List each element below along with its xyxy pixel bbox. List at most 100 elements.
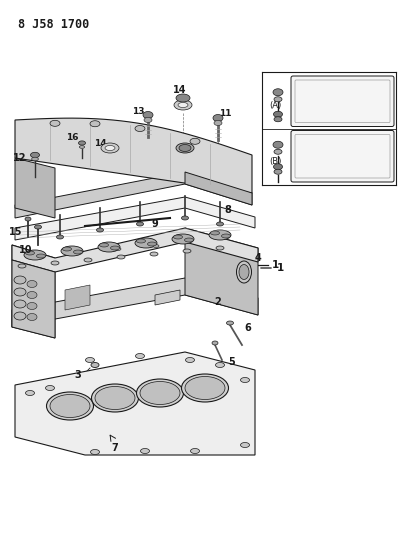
Ellipse shape [174,235,182,239]
Ellipse shape [135,125,145,132]
Ellipse shape [79,146,85,148]
Ellipse shape [184,238,194,242]
Text: 14: 14 [94,139,106,148]
Ellipse shape [174,100,192,110]
Ellipse shape [140,382,180,405]
Ellipse shape [190,138,200,144]
Ellipse shape [50,394,90,417]
Ellipse shape [221,234,231,238]
Ellipse shape [117,255,125,259]
Ellipse shape [176,143,194,153]
Ellipse shape [90,121,100,127]
Text: 1: 1 [277,263,284,273]
Ellipse shape [211,231,219,235]
Ellipse shape [273,111,282,117]
Ellipse shape [99,243,109,247]
Ellipse shape [95,386,135,409]
Ellipse shape [143,111,153,118]
Text: 10: 10 [19,245,33,255]
Text: 8 J58 1700: 8 J58 1700 [18,18,89,31]
Ellipse shape [47,392,93,420]
Ellipse shape [136,379,184,407]
Ellipse shape [176,94,190,102]
Ellipse shape [153,245,159,247]
Ellipse shape [136,239,146,243]
Ellipse shape [237,261,251,283]
Text: 4: 4 [255,253,261,263]
Ellipse shape [97,228,103,232]
Ellipse shape [32,157,38,161]
Ellipse shape [213,115,223,122]
Ellipse shape [212,341,218,345]
Ellipse shape [36,254,45,258]
Ellipse shape [227,321,233,325]
Ellipse shape [79,141,85,145]
Ellipse shape [172,234,194,244]
Ellipse shape [215,362,225,367]
Ellipse shape [148,242,156,246]
Ellipse shape [209,230,231,240]
Polygon shape [12,245,55,338]
Ellipse shape [274,149,282,154]
Text: 2: 2 [215,297,221,307]
Text: 11: 11 [219,109,231,117]
Ellipse shape [91,384,138,412]
Ellipse shape [190,448,200,454]
Ellipse shape [14,300,26,308]
Ellipse shape [274,117,282,122]
Ellipse shape [135,238,157,248]
Ellipse shape [274,169,282,174]
Ellipse shape [98,242,120,252]
Polygon shape [15,118,252,193]
Text: 6: 6 [245,323,251,333]
Ellipse shape [239,264,249,279]
Ellipse shape [150,252,158,256]
Polygon shape [185,228,258,315]
Ellipse shape [136,353,144,359]
Ellipse shape [45,385,55,391]
Text: 15: 15 [9,227,23,237]
Ellipse shape [217,222,223,226]
Polygon shape [12,228,258,272]
Text: 9: 9 [152,219,158,229]
Ellipse shape [144,117,152,123]
Ellipse shape [27,303,37,310]
Ellipse shape [34,225,41,229]
FancyBboxPatch shape [291,131,394,182]
Ellipse shape [14,312,26,320]
Ellipse shape [178,102,188,108]
Polygon shape [15,352,255,455]
Ellipse shape [14,288,26,296]
Ellipse shape [183,249,191,253]
Ellipse shape [77,251,83,254]
Ellipse shape [27,313,37,320]
Ellipse shape [140,448,150,454]
Ellipse shape [214,120,222,125]
Ellipse shape [51,261,59,265]
Ellipse shape [115,247,121,251]
Ellipse shape [26,251,34,255]
Polygon shape [185,172,252,205]
Text: 1: 1 [271,260,279,270]
Ellipse shape [111,246,119,250]
Ellipse shape [101,143,119,153]
Text: 14: 14 [173,85,187,95]
Polygon shape [65,285,90,310]
Ellipse shape [27,280,37,287]
Ellipse shape [26,391,34,395]
Text: (A): (A) [269,101,281,110]
Polygon shape [12,278,258,327]
Ellipse shape [185,376,225,400]
Ellipse shape [241,377,249,383]
Ellipse shape [84,258,92,262]
Ellipse shape [14,276,26,284]
Ellipse shape [91,449,99,455]
Ellipse shape [61,246,83,256]
Ellipse shape [30,152,40,158]
Text: 13: 13 [132,108,144,117]
Text: 8: 8 [225,205,231,215]
Ellipse shape [25,217,31,221]
Ellipse shape [182,216,188,220]
Ellipse shape [27,292,37,298]
Text: 5: 5 [229,357,235,367]
